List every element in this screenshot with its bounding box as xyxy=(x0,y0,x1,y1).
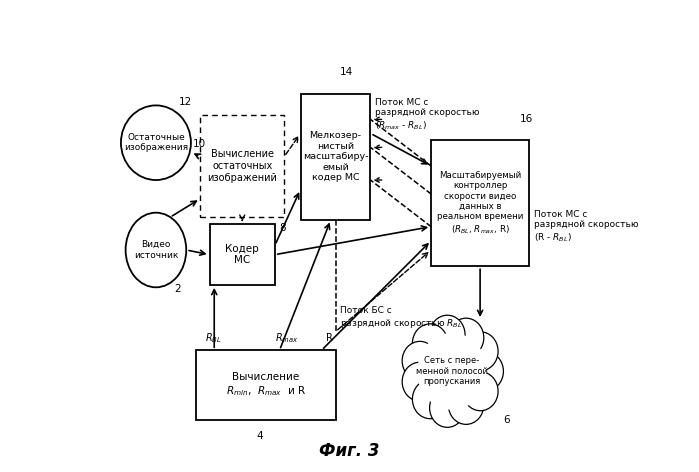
Ellipse shape xyxy=(402,362,438,401)
Ellipse shape xyxy=(412,324,448,363)
Text: R: R xyxy=(326,333,333,343)
Text: $R_{BL}$: $R_{BL}$ xyxy=(205,331,222,345)
Ellipse shape xyxy=(412,328,492,415)
Text: 2: 2 xyxy=(175,284,181,294)
Text: Вычисление
остаточных
изображений: Вычисление остаточных изображений xyxy=(208,150,278,183)
Text: Мелкозер-
нистый
масштабиру-
емый
кодер МС: Мелкозер- нистый масштабиру- емый кодер … xyxy=(303,131,368,182)
Ellipse shape xyxy=(448,318,484,357)
Text: Сеть с пере-
менной полосой
пропускания: Сеть с пере- менной полосой пропускания xyxy=(416,356,488,386)
Ellipse shape xyxy=(468,352,503,391)
Text: 4: 4 xyxy=(257,431,263,441)
Bar xyxy=(210,224,275,285)
Text: Поток БС с
разрядной скоростью $R_{BL}$: Поток БС с разрядной скоростью $R_{BL}$ xyxy=(340,306,463,329)
Text: Поток МС с
разрядной скоростью
($R_{max}$ - $R_{BL}$): Поток МС с разрядной скоростью ($R_{max}… xyxy=(375,98,480,132)
Text: 14: 14 xyxy=(340,67,354,77)
Ellipse shape xyxy=(121,105,191,180)
Text: Фиг. 3: Фиг. 3 xyxy=(319,442,380,460)
Ellipse shape xyxy=(463,332,498,371)
Bar xyxy=(200,115,284,217)
Text: 16: 16 xyxy=(520,114,533,124)
Text: 6: 6 xyxy=(503,414,510,425)
Bar xyxy=(431,140,529,266)
Text: 12: 12 xyxy=(179,97,192,108)
Text: Кодер
МС: Кодер МС xyxy=(225,244,259,265)
Ellipse shape xyxy=(430,388,465,427)
Ellipse shape xyxy=(126,213,186,287)
Bar xyxy=(196,350,336,420)
Text: 10: 10 xyxy=(193,139,206,149)
Ellipse shape xyxy=(448,385,484,424)
Text: Вычисление
$R_{min}$,  $R_{max}$  и R: Вычисление $R_{min}$, $R_{max}$ и R xyxy=(226,372,305,398)
Ellipse shape xyxy=(417,333,487,410)
Ellipse shape xyxy=(463,372,498,411)
Ellipse shape xyxy=(430,315,465,354)
Text: $R_{max}$: $R_{max}$ xyxy=(275,331,298,345)
Ellipse shape xyxy=(412,379,448,419)
Text: Видео
источник: Видео источник xyxy=(134,240,178,260)
Text: 8: 8 xyxy=(280,223,286,233)
Ellipse shape xyxy=(402,341,438,380)
Bar xyxy=(301,94,370,219)
Text: Поток МС с
разрядной скоростью
(R - $R_{BL}$): Поток МС с разрядной скоростью (R - $R_{… xyxy=(534,210,638,244)
Text: Остаточные
изображения: Остаточные изображения xyxy=(124,133,188,152)
Text: Масштабируемый
контроллер
скорости видео
данных в
реальном времени
($R_{BL}$, $R: Масштабируемый контроллер скорости видео… xyxy=(437,171,524,236)
